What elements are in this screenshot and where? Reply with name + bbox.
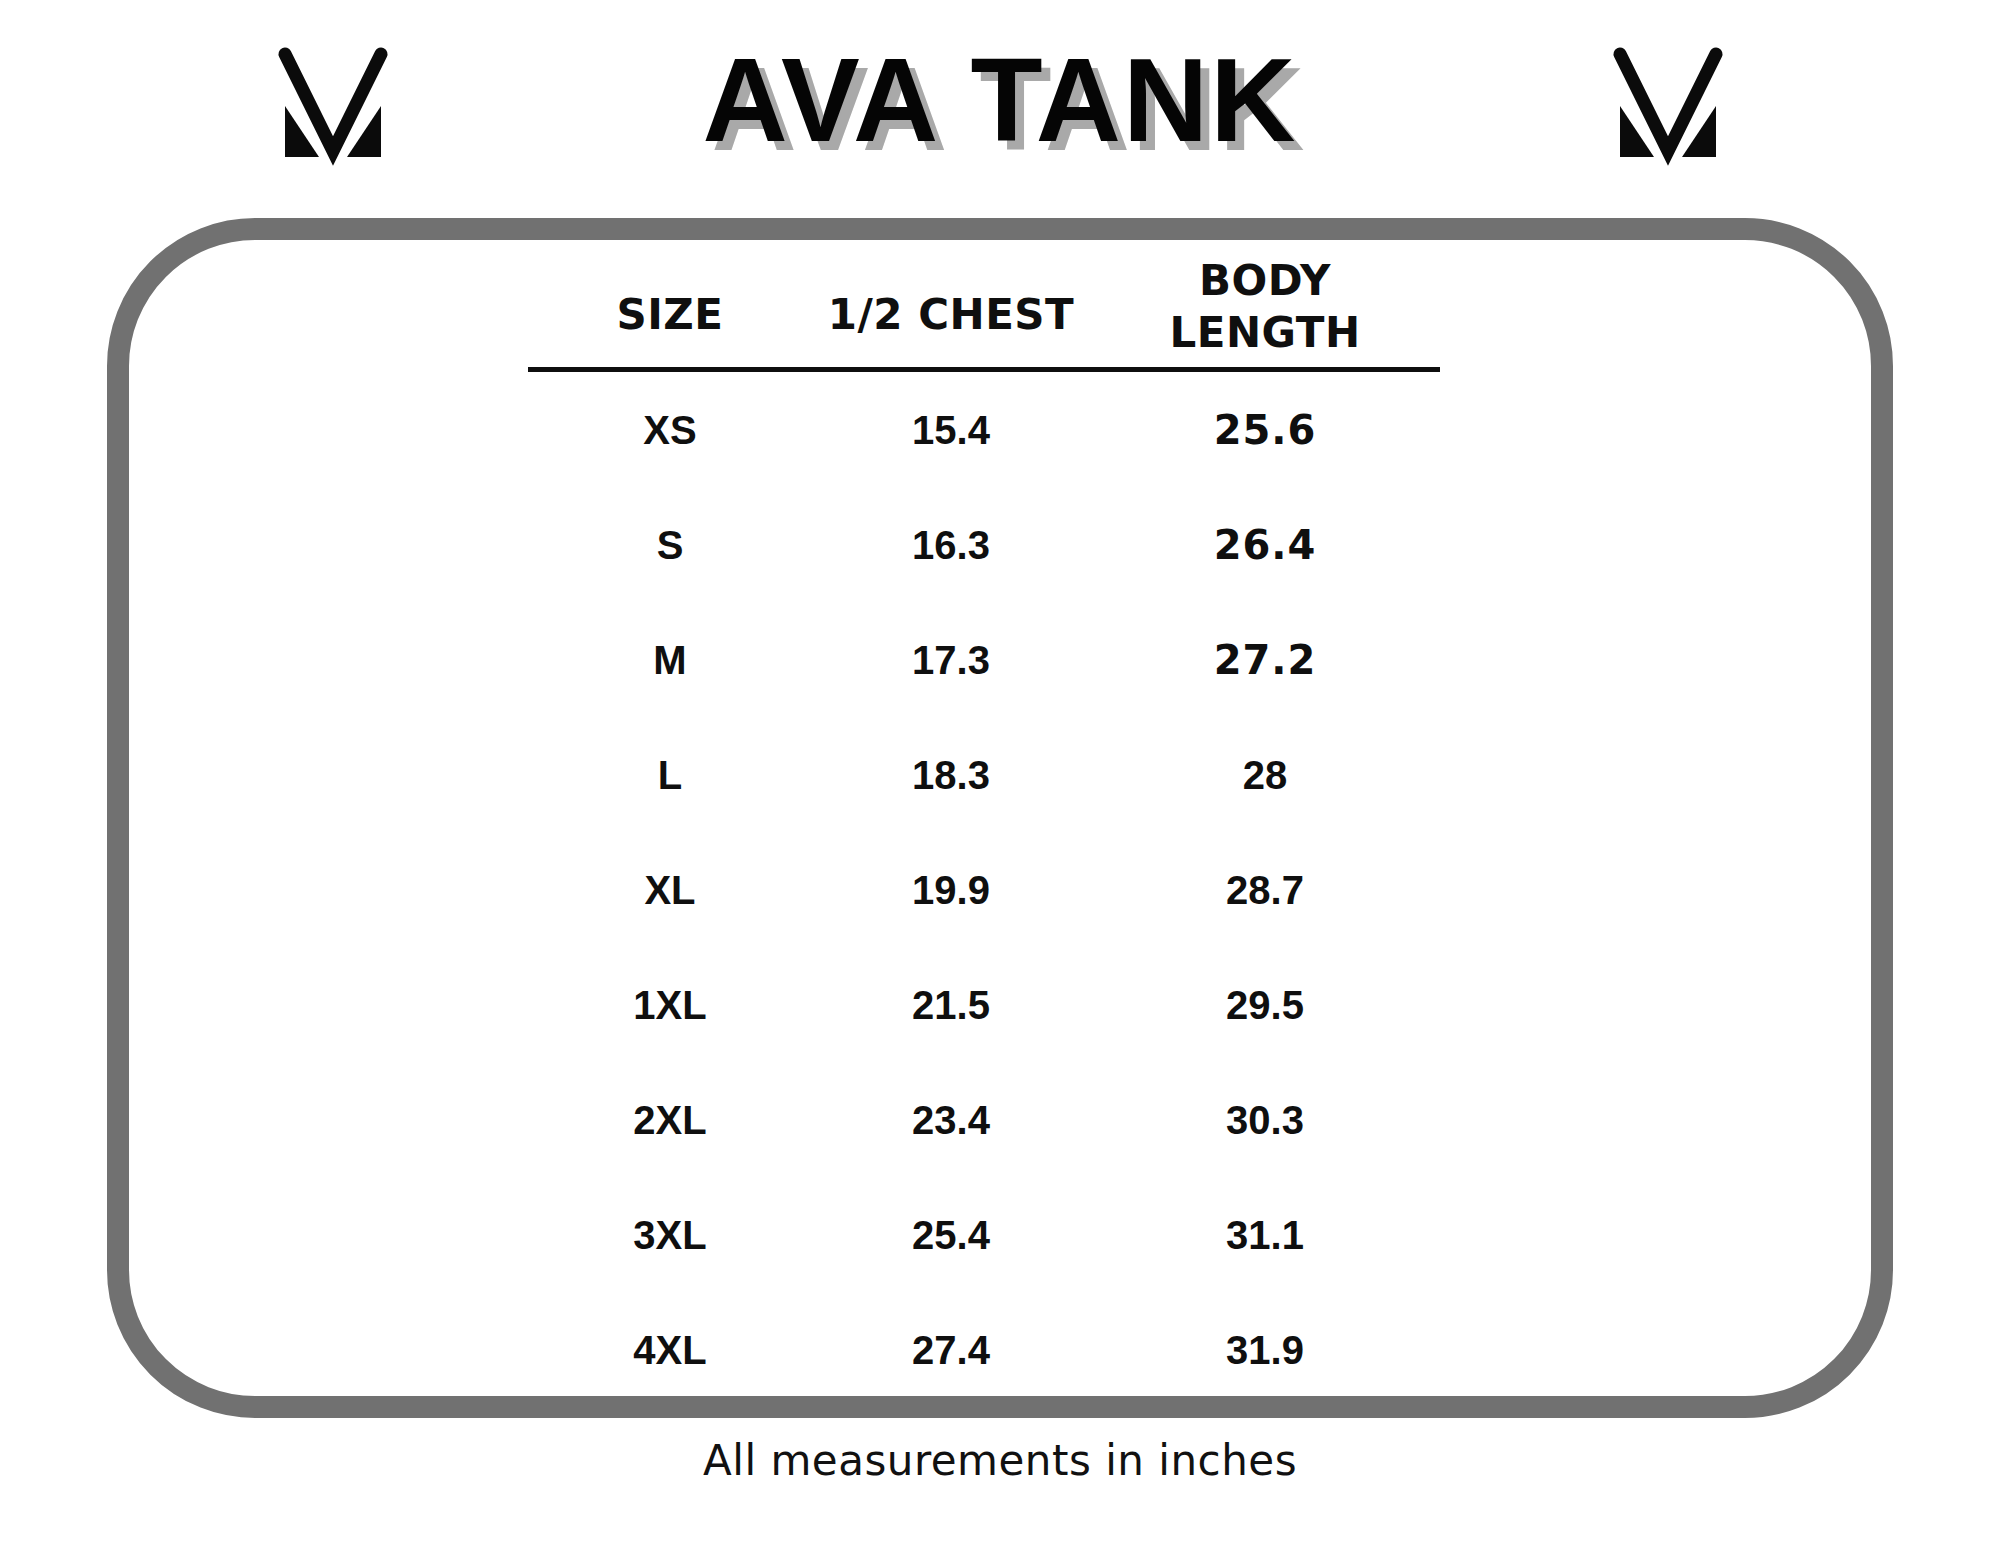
size-chart-page: AVA TANK SIZE 1/2 CHEST BODY LENGTH XS 1… (0, 0, 2000, 1545)
body-length-cell: 31.9 (1090, 1330, 1440, 1370)
column-header-size: SIZE (528, 289, 812, 367)
half-chest-cell: 23.4 (812, 1100, 1090, 1140)
column-header-half-chest: 1/2 CHEST (812, 289, 1090, 367)
half-chest-cell: 21.5 (812, 985, 1090, 1025)
half-chest-cell: 15.4 (812, 410, 1090, 450)
table-row: 3XL 25.4 31.1 (528, 1177, 1440, 1292)
body-length-cell: 25.6 (1090, 410, 1440, 450)
size-cell: 1XL (528, 985, 812, 1025)
body-length-cell: 31.1 (1090, 1215, 1440, 1255)
size-cell: S (528, 525, 812, 565)
table-row: L 18.3 28 (528, 717, 1440, 832)
size-cell: XL (528, 870, 812, 910)
brand-monogram-icon (1603, 45, 1733, 167)
table-row: XL 19.9 28.7 (528, 832, 1440, 947)
size-cell: 4XL (528, 1330, 812, 1370)
column-header-body-length-line1: BODY (1090, 255, 1440, 307)
body-length-cell: 26.4 (1090, 525, 1440, 565)
body-length-cell: 28.7 (1090, 870, 1440, 910)
table-header-row: SIZE 1/2 CHEST BODY LENGTH (528, 240, 1440, 372)
half-chest-cell: 16.3 (812, 525, 1090, 565)
size-cell: L (528, 755, 812, 795)
measurement-unit-note: All measurements in inches (0, 1436, 2000, 1485)
body-length-cell: 27.2 (1090, 640, 1440, 680)
size-cell: XS (528, 410, 812, 450)
size-cell: M (528, 640, 812, 680)
half-chest-cell: 17.3 (812, 640, 1090, 680)
half-chest-cell: 18.3 (812, 755, 1090, 795)
table-row: 4XL 27.4 31.9 (528, 1292, 1440, 1407)
table-row: 1XL 21.5 29.5 (528, 947, 1440, 1062)
table-row: M 17.3 27.2 (528, 602, 1440, 717)
body-length-cell: 29.5 (1090, 985, 1440, 1025)
body-length-cell: 30.3 (1090, 1100, 1440, 1140)
body-length-cell: 28 (1090, 755, 1440, 795)
size-cell: 2XL (528, 1100, 812, 1140)
column-header-body-length: BODY LENGTH (1090, 255, 1440, 367)
table-row: S 16.3 26.4 (528, 487, 1440, 602)
column-header-body-length-line2: LENGTH (1090, 307, 1440, 359)
table-row: XS 15.4 25.6 (528, 372, 1440, 487)
size-table: SIZE 1/2 CHEST BODY LENGTH XS 15.4 25.6 … (528, 240, 1440, 1407)
size-cell: 3XL (528, 1215, 812, 1255)
half-chest-cell: 19.9 (812, 870, 1090, 910)
half-chest-cell: 25.4 (812, 1215, 1090, 1255)
half-chest-cell: 27.4 (812, 1330, 1090, 1370)
table-row: 2XL 23.4 30.3 (528, 1062, 1440, 1177)
